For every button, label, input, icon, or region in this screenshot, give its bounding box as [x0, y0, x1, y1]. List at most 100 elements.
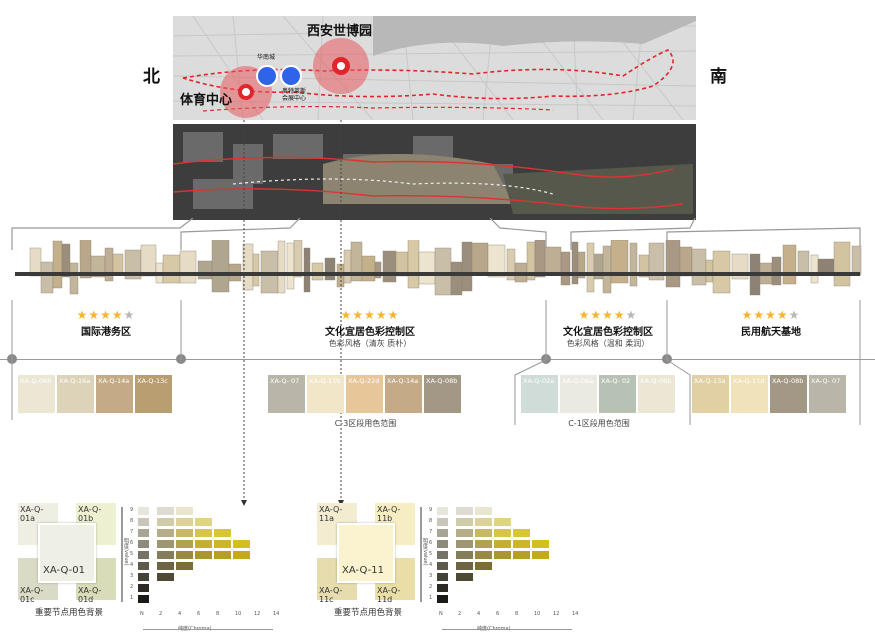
chroma-tick: 10 [235, 611, 242, 617]
chroma-cell [176, 518, 193, 526]
zone-rating-stars: ★★★★★ [691, 308, 851, 322]
chroma-cell [532, 551, 549, 559]
zone-rating-stars: ★★★★★ [290, 308, 450, 322]
skyline-axis [15, 272, 860, 276]
value-tick: 7 [130, 529, 134, 535]
color-swatch: XA-Q- 07 [809, 375, 846, 413]
star-icon: ★ [100, 308, 112, 322]
chroma-tick: 12 [254, 611, 261, 617]
outlets-marker [280, 65, 302, 87]
chroma-cell [475, 540, 492, 548]
chroma-cell [176, 540, 193, 548]
huanan-label: 华南城 [257, 54, 276, 61]
chroma-cell [176, 551, 193, 559]
zone-title: 国际港务区 [81, 327, 131, 338]
chroma-cell [157, 540, 174, 548]
skyline-building [69, 262, 79, 295]
chroma-tick: 4 [477, 611, 481, 617]
color-swatch: XA-Q-11d [731, 375, 768, 413]
chroma-cell [138, 584, 149, 592]
chroma-cell [437, 595, 448, 603]
chroma-tick: 10 [534, 611, 541, 617]
chroma-cell [138, 562, 149, 570]
zone-style-subtitle: 色彩风格（清灰 质朴） [328, 339, 412, 348]
skyline-building [277, 240, 286, 294]
skyline-building [771, 256, 782, 286]
color-swatch: XA-Q- 07 [268, 375, 305, 413]
zone-brackets [11, 218, 861, 250]
chroma-cell [475, 551, 492, 559]
zone-heading-4: ★★★★★ 民用航天基地 [691, 308, 851, 338]
chroma-cell [138, 507, 149, 515]
main-swatch: XA-Q-11 [337, 523, 395, 583]
expo-label: 西安世博园 [307, 24, 373, 39]
zone-divider-line [0, 359, 875, 360]
star-icon: ★ [590, 308, 603, 322]
panel-caption: 重要节点用色背景 [34, 608, 103, 618]
skyline-building [324, 257, 336, 281]
skyline-building [303, 247, 311, 293]
zone-heading-1: ★★★★★ 国际港务区 [26, 308, 186, 338]
zone-style-subtitle: 色彩风格（温和 柔润） [566, 339, 650, 348]
value-tick: 2 [429, 584, 433, 590]
chroma-axis-arrow [442, 629, 572, 630]
south-label: 南 [710, 67, 727, 87]
sports-center-marker [238, 84, 254, 100]
expo-marker [332, 57, 350, 75]
star-icon: ★ [753, 308, 766, 322]
chroma-cell [475, 518, 492, 526]
star-icon: ★ [776, 308, 789, 322]
zone-title: 文化宜居色彩控制区 [563, 327, 653, 338]
chroma-cell [176, 529, 193, 537]
skyline-building [374, 261, 382, 279]
star-icon: ★ [765, 308, 777, 322]
chroma-tick: 2 [159, 611, 163, 617]
zone-heading-3: ★★★★★ 文化宜居色彩控制区 色彩风格（温和 柔润） [528, 308, 688, 349]
chroma-cell [437, 584, 448, 592]
chroma-cell [214, 529, 231, 537]
star-icon: ★ [578, 308, 591, 322]
chroma-cell [437, 540, 448, 548]
color-swatch: XA-Q- 02 [599, 375, 636, 413]
chroma-cell [437, 562, 448, 570]
value-tick: 4 [429, 562, 433, 568]
chroma-cell [456, 562, 473, 570]
color-swatch: XA-Q-02a [521, 375, 558, 413]
value-tick: 5 [429, 551, 433, 557]
outlets-label: 奥特莱斯 会展中心 [281, 88, 306, 102]
chroma-cell [494, 529, 511, 537]
color-swatch: XA-Q-11b [307, 375, 344, 413]
value-tick: 9 [130, 507, 134, 513]
chroma-cell [513, 551, 530, 559]
color-swatch: XA-Q-06b [18, 375, 55, 413]
chroma-cell [157, 562, 174, 570]
chroma-cell [475, 529, 492, 537]
chroma-cell [494, 540, 511, 548]
value-tick: 1 [429, 595, 433, 601]
value-tick: 7 [429, 529, 433, 535]
value-tick: 3 [429, 573, 433, 579]
star-icon: ★ [352, 308, 365, 322]
chroma-cell [532, 540, 549, 548]
value-tick: 9 [429, 507, 433, 513]
value-tick: 3 [130, 573, 134, 579]
chroma-cell [195, 518, 212, 526]
color-swatch: XA-Q-08b [770, 375, 807, 413]
chroma-cell [214, 540, 231, 548]
color-swatch: XA-Q-22d [346, 375, 383, 413]
color-detail-panel-2: XA-Q-11a XA-Q-11b XA-Q-11c XA-Q-11d XA-Q-11 重… [317, 503, 597, 638]
skyline-chart [15, 240, 862, 296]
chroma-tick: 14 [273, 611, 280, 617]
star-icon: ★ [111, 308, 124, 322]
star-icon: ★ [375, 308, 388, 322]
chroma-cell [233, 540, 250, 548]
aerial-map-svg [173, 132, 693, 214]
chroma-cell [494, 518, 511, 526]
chroma-cell [157, 518, 174, 526]
chroma-tick: 6 [197, 611, 201, 617]
aerial-map [173, 124, 696, 220]
color-swatch: XA-Q-13c [135, 375, 172, 413]
color-swatch: XA-Q-06b [638, 375, 675, 413]
chroma-tick: 6 [496, 611, 500, 617]
zone-heading-2: ★★★★★ 文化宜居色彩控制区 色彩风格（清灰 质朴） [290, 308, 450, 349]
